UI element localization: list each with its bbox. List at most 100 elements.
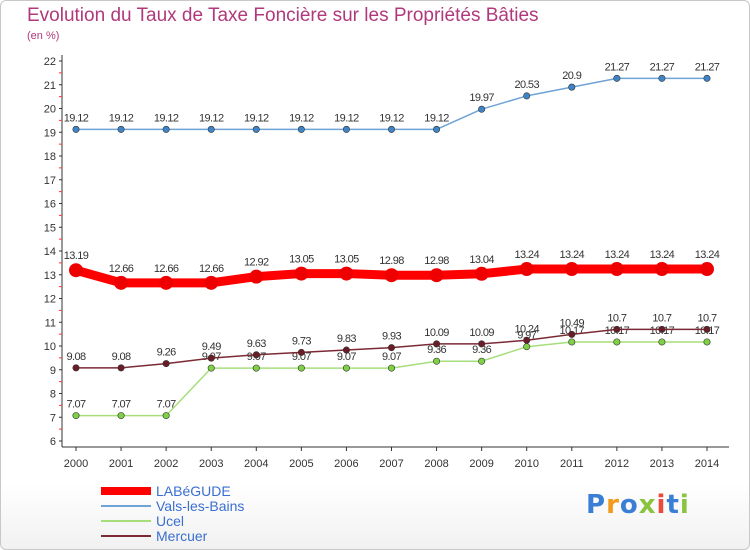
data-label-vals-les-bains-2012: 21.27 [605,61,630,73]
data-label-lab-gude-2007: 12.98 [379,255,404,267]
point-lab-gude-2012 [609,262,624,277]
point-lab-gude-2002 [159,275,174,290]
y-tick-label-6: 6 [50,436,56,448]
y-tick-label-7: 7 [50,412,56,424]
point-vals-les-bains-2013 [658,74,666,82]
x-tick-label-2006: 2006 [334,458,358,470]
legend-label-ucel: Ucel [156,513,185,529]
point-vals-les-bains-2004 [252,125,260,133]
point-ucel-2012 [613,338,621,346]
point-mercuer-2007 [387,344,395,352]
data-label-mercuer-2001: 9.08 [112,351,131,363]
x-tick-label-2011: 2011 [560,458,584,470]
point-mercuer-2006 [342,346,350,354]
point-mercuer-2008 [433,340,441,348]
point-vals-les-bains-2010 [523,92,531,100]
data-label-mercuer-2008: 10.09 [424,327,449,339]
x-tick-label-2003: 2003 [199,458,223,470]
y-tick-label-12: 12 [44,294,56,306]
point-vals-les-bains-2009 [478,105,486,113]
data-label-vals-les-bains-2008: 19.12 [424,112,449,124]
data-label-mercuer-2003: 9.49 [202,341,221,353]
x-tick-label-2000: 2000 [64,458,88,470]
data-label-ucel-2000: 7.07 [66,399,85,411]
logo-letter: i [656,490,667,520]
x-tick-label-2002: 2002 [154,458,178,470]
data-label-mercuer-2007: 9.93 [382,331,401,343]
x-tick-label-2004: 2004 [244,458,268,470]
point-ucel-2007 [387,364,395,372]
point-mercuer-2005 [297,348,305,356]
y-tick-label-19: 19 [44,127,56,139]
point-lab-gude-2000 [69,263,83,278]
point-vals-les-bains-2006 [342,125,350,133]
point-ucel-2006 [342,364,350,372]
point-mercuer-2012 [613,325,621,333]
point-vals-les-bains-2000 [72,125,80,133]
legend-swatch-mercuer [101,535,151,537]
point-vals-les-bains-2011 [568,83,576,91]
data-label-lab-gude-2013: 13.24 [650,249,675,261]
data-label-lab-gude-2003: 12.66 [199,263,224,275]
point-mercuer-2014 [703,325,711,333]
point-vals-les-bains-2003 [207,125,215,133]
x-tick-label-2001: 2001 [109,458,133,470]
data-label-lab-gude-2014: 13.24 [695,249,720,261]
x-tick-label-2005: 2005 [289,458,313,470]
data-label-mercuer-2005: 9.73 [292,335,311,347]
point-lab-gude-2014 [700,262,714,277]
data-label-vals-les-bains-2007: 19.12 [379,112,404,124]
y-axis-unit-label: (en %) [27,30,60,42]
data-label-mercuer-2012: 10.7 [607,312,626,324]
point-vals-les-bains-2012 [613,74,621,82]
data-label-lab-gude-2002: 12.66 [154,263,179,275]
y-tick-label-22: 22 [44,56,56,68]
legend-label-vals-les-bains: Vals-les-Bains [156,498,245,514]
data-label-ucel-2002: 7.07 [157,399,176,411]
data-label-vals-les-bains-2001: 19.12 [109,112,134,124]
data-label-mercuer-2006: 9.83 [337,333,356,345]
y-tick-label-11: 11 [45,317,56,329]
logo-letter: P [586,490,607,520]
y-tick-label-10: 10 [44,341,56,353]
data-label-vals-les-bains-2000: 19.12 [64,112,89,124]
y-tick-label-8: 8 [50,389,56,401]
point-vals-les-bains-2005 [297,125,305,133]
y-tick-label-16: 16 [44,199,56,211]
data-label-ucel-2008: 9.36 [427,344,446,356]
data-label-ucel-2010: 9.97 [517,330,536,342]
data-label-ucel-2007: 9.07 [382,351,401,363]
data-label-lab-gude-2009: 13.04 [469,254,494,266]
data-label-lab-gude-2011: 13.24 [560,249,585,261]
data-label-mercuer-2002: 9.26 [157,347,176,359]
data-label-mercuer-2011: 10.49 [560,317,585,329]
x-tick-label-2008: 2008 [424,458,448,470]
y-tick-label-18: 18 [44,151,56,163]
point-ucel-2002 [162,412,170,420]
point-lab-gude-2008 [429,268,444,283]
data-label-vals-les-bains-2010: 20.53 [514,79,539,91]
data-label-mercuer-2000: 9.08 [66,351,85,363]
point-ucel-2014 [703,338,711,346]
point-lab-gude-2003 [204,275,219,290]
data-label-lab-gude-2008: 12.98 [424,255,449,267]
point-lab-gude-2005 [294,266,309,281]
point-mercuer-2004 [252,351,260,359]
y-tick-label-13: 13 [44,270,56,282]
y-tick-label-21: 21 [44,80,56,92]
point-vals-les-bains-2007 [387,125,395,133]
data-label-mercuer-2014: 10.7 [697,312,716,324]
chart-title: Evolution du Taux de Taxe Foncière sur l… [27,5,539,26]
point-ucel-2013 [658,338,666,346]
point-ucel-2001 [117,412,125,420]
data-label-lab-gude-2004: 12.92 [244,257,269,269]
point-mercuer-2009 [478,340,486,348]
data-label-mercuer-2010: 10.24 [514,323,539,335]
data-label-vals-les-bains-2002: 19.12 [154,112,179,124]
y-tick-label-20: 20 [44,104,56,116]
point-ucel-2003 [207,364,215,372]
point-lab-gude-2010 [519,262,534,277]
point-lab-gude-2007 [384,268,399,283]
data-label-ucel-2006: 9.07 [337,351,356,363]
